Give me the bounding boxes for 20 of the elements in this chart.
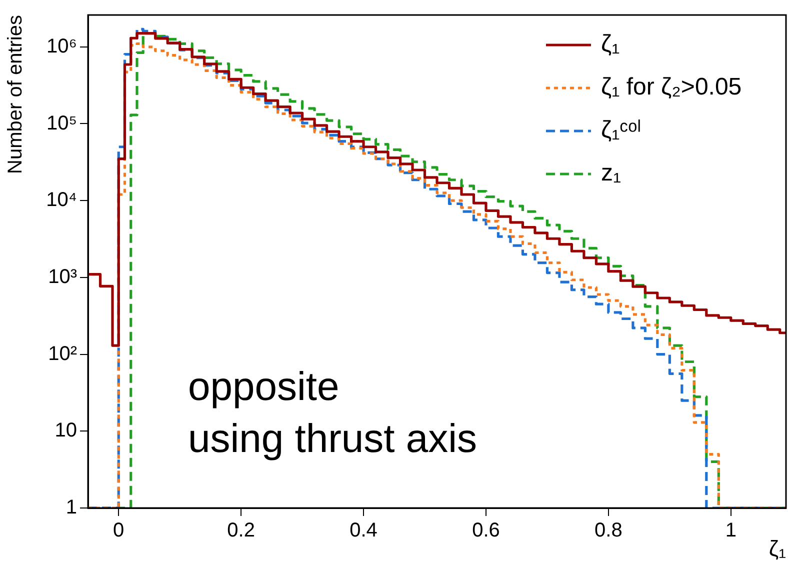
x-tick-label: 0.8 — [594, 520, 622, 542]
x-tick-label: 0 — [113, 520, 124, 542]
x-tick-label: 0.2 — [227, 520, 255, 542]
y-tick-label: 10⁵ — [46, 112, 77, 134]
x-tick-label: 1 — [725, 520, 736, 542]
y-tick-label: 10⁴ — [46, 189, 77, 212]
legend-label: ζ₁ for ζ₂>0.05 — [601, 74, 742, 101]
x-tick-label: 0.4 — [350, 520, 378, 542]
y-tick-label: 10 — [54, 420, 77, 442]
y-tick-label: 1 — [66, 496, 77, 519]
legend-label: z₁ — [601, 160, 622, 187]
y-tick-label: 10³ — [48, 266, 78, 288]
legend-label: ζ₁ᶜᵒˡ — [601, 116, 642, 144]
annotation: opposite using thrust axis — [188, 365, 478, 461]
y-tick-label: 10⁶ — [46, 35, 77, 58]
x-axis-title: ζ₁ — [768, 536, 786, 561]
x-tick-label: 0.6 — [472, 520, 500, 542]
legend-label: ζ₁ — [601, 30, 620, 58]
y-axis-title: Number of entries — [4, 15, 27, 174]
y-tick-label: 10² — [48, 342, 78, 365]
